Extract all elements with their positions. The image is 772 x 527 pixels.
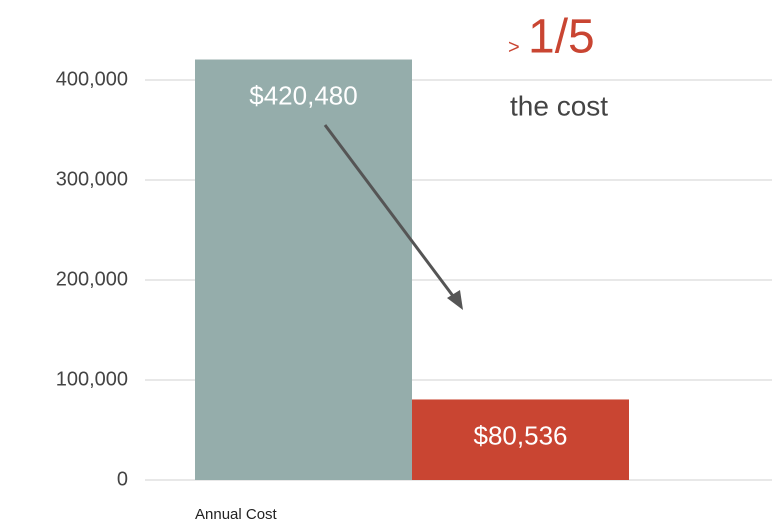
data-label: $80,536 — [474, 420, 568, 450]
x-tick-label: Annual Cost — [195, 506, 278, 523]
y-tick-label: 400,000 — [56, 68, 128, 90]
plot: 0 100,000 200,000 300,000 400,000 Annual Cost… — [56, 59, 772, 523]
arrow — [323, 124, 458, 301]
data-label: $420,480 — [249, 80, 357, 110]
annotation-text: the cost — [510, 90, 608, 121]
y-tick-label: 0 — [117, 468, 128, 490]
y-tick-label: 200,000 — [56, 268, 128, 290]
y-tick-label: 300,000 — [56, 168, 128, 190]
bar — [412, 399, 629, 480]
annotation-fraction: 1/5 — [528, 11, 595, 64]
y-tick-label: 100,000 — [56, 368, 128, 390]
bar — [195, 59, 412, 481]
arrow-head — [447, 290, 463, 310]
annotation-prefix: > — [508, 36, 520, 58]
